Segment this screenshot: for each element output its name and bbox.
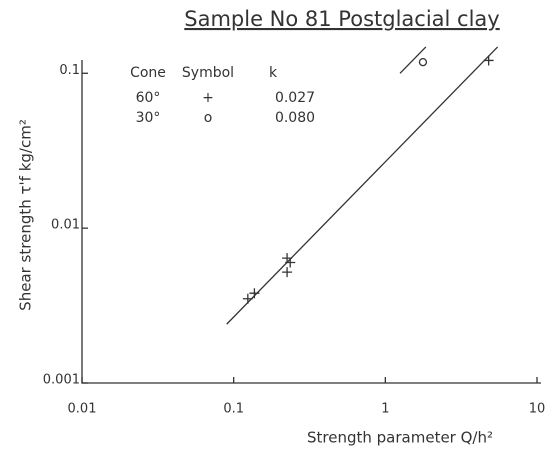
legend-cell: + [202,90,214,106]
legend-cell: 0.080 [275,110,315,126]
x-tick-label: 10 [529,402,546,417]
legend-cell: 60° [136,90,161,106]
y-tick-label: 0.001 [43,373,80,388]
legend-header: k [269,65,278,81]
x-tick-label: 1 [381,402,389,417]
x-tick-label: 0.1 [223,402,244,417]
x-tick-label: 0.01 [68,402,97,417]
fit-line [399,46,427,74]
point [282,267,293,278]
y-tick-label: 0.1 [59,63,80,78]
x-axis-label: Strength parameter Q/h² [307,429,493,447]
axes [81,60,541,384]
legend-header: Cone [130,65,166,81]
legend-cell: o [204,110,213,126]
legend-cell: 30° [136,110,161,126]
point [483,55,494,66]
point [418,57,428,67]
y-axis-label: Shear strength τ'f kg/cm² [17,119,35,311]
chart-title: Sample No 81 Postglacial clay [184,7,499,31]
y-tick-label: 0.01 [51,218,80,233]
point [285,257,296,268]
fit-line [226,46,499,325]
point [249,288,260,299]
point [242,293,253,304]
legend-header: Symbol [182,65,234,81]
legend-cell: 0.027 [275,90,315,106]
